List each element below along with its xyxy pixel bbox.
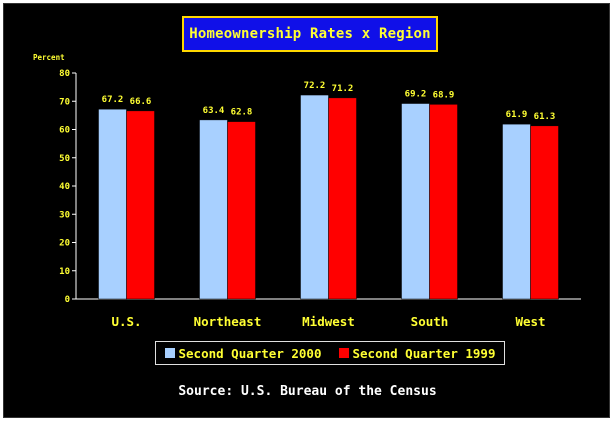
data-label: 69.2 — [405, 90, 427, 100]
source-note: Source: U.S. Bureau of the Census — [178, 384, 437, 399]
legend-item-1999: Second Quarter 1999 — [338, 345, 496, 361]
data-label: 63.4 — [203, 106, 225, 116]
bar — [227, 121, 256, 300]
x-tick-label: West — [515, 314, 545, 329]
y-tick-label: 60 — [59, 126, 70, 136]
bar — [98, 108, 127, 300]
x-tick-label: Midwest — [302, 314, 355, 329]
y-tick-label: 30 — [59, 210, 70, 220]
data-label: 72.2 — [304, 81, 326, 91]
legend-label-1999: Second Quarter 1999 — [352, 345, 496, 361]
chart-title: Homeownership Rates x Region — [182, 16, 438, 52]
legend-swatch-2000 — [164, 348, 175, 358]
bar — [199, 119, 228, 300]
chart-frame: Homeownership Rates x Region Percent 0 10 2… — [3, 3, 610, 418]
legend-item-2000: Second Quarter 2000 — [164, 345, 322, 361]
x-tick-label: U.S. — [111, 314, 141, 329]
data-label: 62.8 — [231, 108, 253, 118]
bar-chart: Percent 0 10 20 30 40 50 60 70 80 67.2 66.6 U.S. 63.4… — [33, 53, 581, 329]
legend-swatch-1999 — [338, 348, 349, 358]
y-tick-label: 20 — [59, 239, 70, 249]
bar — [126, 110, 155, 300]
data-label: 71.2 — [332, 84, 354, 94]
data-label: 61.3 — [534, 112, 556, 122]
bar — [530, 125, 559, 300]
bar — [502, 123, 531, 300]
legend-label-2000: Second Quarter 2000 — [178, 345, 322, 361]
bar — [300, 94, 329, 300]
y-tick-label: 80 — [59, 69, 70, 79]
bar — [429, 104, 458, 300]
bar — [328, 97, 357, 300]
legend: Second Quarter 2000 Second Quarter 1999 — [155, 341, 505, 365]
y-axis-title: Percent — [33, 53, 65, 62]
bar — [401, 103, 430, 300]
y-tick-label: 50 — [59, 154, 70, 164]
y-tick-label: 40 — [59, 182, 70, 192]
data-label: 61.9 — [506, 110, 528, 120]
y-tick-label: 10 — [59, 267, 70, 277]
data-label: 66.6 — [130, 97, 152, 107]
x-tick-label: Northeast — [194, 314, 262, 329]
x-tick-label: South — [411, 314, 449, 329]
data-label: 68.9 — [433, 90, 455, 100]
y-tick-label: 70 — [59, 97, 70, 107]
y-tick-label: 0 — [65, 295, 70, 305]
data-label: 67.2 — [102, 95, 124, 105]
